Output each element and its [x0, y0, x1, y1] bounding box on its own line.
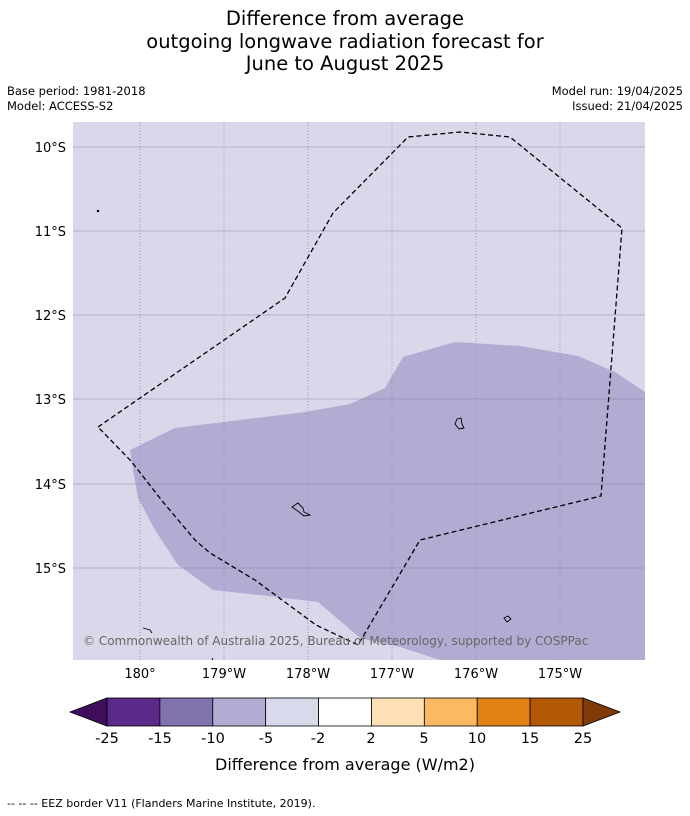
colorbar-segment [529, 697, 584, 727]
colorbar-tick: -10 [201, 731, 225, 747]
eez-border [96, 131, 623, 646]
colorbar-tick: 15 [521, 731, 539, 747]
eez-legend: -- -- -- EEZ border V11 (Flanders Marine… [7, 797, 316, 810]
lat-label-15s: 15°S [35, 562, 66, 577]
colorbar-tick: -15 [148, 731, 172, 747]
colorbar-segments [106, 697, 584, 727]
island-central [291, 502, 312, 517]
lon-label-178w: 178°W [286, 667, 330, 682]
lon-labels: 180° 179°W 178°W 177°W 176°W 175°W [124, 667, 582, 682]
island-south-bottom [211, 657, 214, 660]
model-text: Model: ACCESS-S2 [7, 99, 114, 113]
colorbar-tick: 5 [419, 731, 428, 747]
chart-title: Difference from average outgoing longwav… [0, 7, 690, 76]
colorbar-segment [423, 697, 478, 727]
colorbar-tick: 2 [366, 731, 375, 747]
colorbar-tick: -25 [95, 731, 119, 747]
meta-left: Base period: 1981-2018 Model: ACCESS-S2 [7, 84, 146, 114]
base-period-text: Base period: 1981-2018 [7, 84, 146, 98]
copyright-credit: © Commonwealth of Australia 2025, Bureau… [83, 634, 588, 648]
colorbar-arrow-left [68, 697, 108, 727]
colorbar-tick: 25 [574, 731, 592, 747]
colorbar-segment [212, 697, 267, 727]
lon-label-179w: 179°W [202, 667, 246, 682]
colorbar-segment [371, 697, 425, 727]
model-run-text: Model run: 19/04/2025 [551, 84, 683, 98]
colorbar-segment [476, 697, 531, 727]
lat-label-14s: 14°S [35, 478, 66, 493]
title-line-1: Difference from average [225, 7, 465, 30]
meta-right: Model run: 19/04/2025 Issued: 21/04/2025 [552, 84, 683, 114]
colorbar: -25 -15 -10 -5 -2 2 5 10 15 25 Differenc… [68, 697, 622, 774]
island-east [454, 417, 465, 430]
colorbar-label: Difference from average (W/m2) [215, 755, 475, 774]
colorbar-segment [106, 697, 161, 727]
island-southwest [142, 627, 153, 634]
colorbar-segment [265, 697, 319, 727]
islands [96, 209, 512, 660]
lat-label-10s: 10°S [35, 141, 66, 156]
lon-label-175w: 175°W [538, 667, 582, 682]
colorbar-arrow-right [582, 697, 622, 727]
lon-label-177w: 177°W [370, 667, 414, 682]
lon-label-180: 180° [124, 667, 155, 682]
colorbar-ticks: -25 -15 -10 -5 -2 2 5 10 15 25 [95, 731, 592, 747]
colorbar-segment [159, 697, 214, 727]
anomaly-region [130, 342, 645, 660]
lat-label-13s: 13°S [35, 393, 66, 408]
colorbar-tick: -2 [311, 731, 325, 747]
island-southeast [503, 615, 512, 623]
lon-label-176w: 176°W [454, 667, 498, 682]
title-line-2: outgoing longwave radiation forecast for [146, 29, 544, 53]
issued-text: Issued: 21/04/2025 [572, 99, 683, 113]
lat-labels: 10°S 11°S 12°S 13°S 14°S 15°S [35, 141, 66, 577]
title-line-3: June to August 2025 [245, 52, 445, 75]
lat-gridlines [73, 146, 645, 569]
island-northwest [96, 209, 100, 213]
lat-label-11s: 11°S [35, 225, 66, 240]
colorbar-segment [318, 697, 372, 727]
colorbar-tick: -5 [259, 731, 273, 747]
lat-label-12s: 12°S [35, 309, 66, 324]
colorbar-tick: 10 [468, 731, 486, 747]
